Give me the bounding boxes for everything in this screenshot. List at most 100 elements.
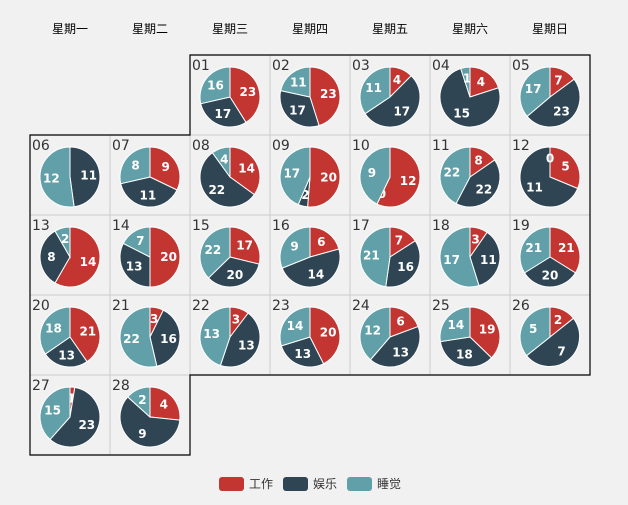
slice-value-label: 4 [160, 398, 168, 412]
pie-slice-sleep[interactable] [279, 306, 311, 347]
pie-slice-play[interactable] [199, 152, 255, 208]
pie-slice-sleep[interactable] [519, 66, 551, 118]
pie-slice-work[interactable] [149, 146, 181, 191]
slice-value-label: 14 [448, 318, 465, 332]
pie-slice-sleep[interactable] [199, 306, 231, 367]
legend-label[interactable]: 睡觉 [377, 477, 401, 491]
pie-slice-work[interactable] [469, 66, 500, 98]
pie-slice-play[interactable] [364, 75, 421, 128]
date-label: 19 [512, 218, 530, 234]
slice-value-label: 1 [463, 72, 471, 86]
pie-slice-sleep[interactable] [199, 66, 231, 105]
slice-value-label: 6 [317, 235, 325, 249]
pie-slice-play[interactable] [119, 242, 151, 288]
pie-slice-play[interactable] [279, 89, 320, 128]
date-label: 11 [432, 138, 450, 154]
pie-slice-work[interactable] [149, 226, 181, 288]
pie-slice-play[interactable] [149, 309, 181, 367]
pie-slice-play[interactable] [49, 386, 101, 448]
pie-slice-work[interactable] [229, 146, 261, 196]
pie-slice-play[interactable] [69, 146, 101, 208]
pie-slice-sleep[interactable] [439, 306, 471, 343]
pie-slice-play[interactable] [385, 240, 421, 288]
pie-slice-play[interactable] [200, 96, 247, 128]
pie-slice-sleep[interactable] [359, 306, 391, 361]
pie-slice-sleep[interactable] [280, 66, 311, 98]
pie-slice-sleep[interactable] [359, 66, 391, 115]
date-label: 28 [112, 378, 130, 394]
pie-slice-play[interactable] [39, 230, 71, 284]
pie-slice-play[interactable] [219, 312, 261, 368]
pie-slice-sleep[interactable] [359, 146, 391, 205]
pie-slice-sleep[interactable] [39, 386, 71, 441]
slice-value-label: 18 [456, 348, 473, 362]
slice-value-label: 4 [393, 73, 401, 87]
slice-value-label: 13 [203, 327, 220, 341]
pie-slice-sleep[interactable] [519, 226, 551, 274]
pie-slice-play[interactable] [519, 146, 579, 208]
slice-value-label: 21 [558, 241, 575, 255]
pie-slice-sleep[interactable] [439, 146, 471, 205]
pie-slice-work[interactable] [309, 66, 341, 127]
pie-slice-play[interactable] [207, 256, 260, 288]
pie-slice-work[interactable] [149, 386, 181, 421]
pie-slice-work[interactable] [376, 146, 421, 208]
pie-slice-work[interactable] [307, 146, 341, 208]
slice-value-label: 13 [126, 260, 143, 274]
pie-slice-work[interactable] [69, 306, 101, 363]
pie-slice-play[interactable] [526, 78, 581, 128]
pie-slice-sleep[interactable] [211, 146, 231, 179]
pie-slice-work[interactable] [309, 306, 341, 365]
date-label: 10 [352, 138, 370, 154]
pie-slice-play[interactable] [523, 256, 577, 288]
slice-value-label: 21 [79, 325, 96, 339]
pie-slice-sleep[interactable] [122, 226, 151, 258]
pie-slice-sleep[interactable] [279, 226, 311, 269]
legend-label[interactable]: 工作 [249, 477, 273, 491]
pie-slice-sleep[interactable] [460, 66, 471, 98]
date-label: 15 [192, 218, 210, 234]
pie-slice-play[interactable] [439, 336, 493, 368]
pie-slice-sleep[interactable] [54, 226, 71, 259]
slice-value-label: 17 [215, 107, 232, 121]
slice-value-label: 23 [553, 105, 570, 119]
legend-swatch-sleep[interactable] [347, 477, 372, 491]
pie-slice-play[interactable] [525, 317, 581, 367]
pie-slice-play[interactable] [281, 248, 341, 288]
legend-label[interactable]: 娱乐 [313, 477, 337, 491]
pie-slice-play[interactable] [120, 176, 178, 208]
legend-swatch-play[interactable] [283, 477, 308, 491]
pie-slice-sleep[interactable] [127, 386, 151, 419]
pie-slice-sleep[interactable] [279, 146, 311, 206]
pie-slice-sleep[interactable] [119, 306, 158, 368]
pie-slice-play[interactable] [455, 159, 501, 208]
pie-slice-play[interactable] [44, 336, 88, 368]
pie-slice-play[interactable] [369, 325, 421, 368]
slice-value-label: 7 [554, 73, 562, 87]
legend-swatch-work[interactable] [219, 477, 244, 491]
pie-slice-sleep[interactable] [199, 226, 231, 279]
date-label: 07 [112, 138, 130, 154]
pie-slice-work[interactable] [229, 226, 261, 265]
date-label: 26 [512, 298, 530, 314]
pie-slice-play[interactable] [469, 231, 501, 287]
pie-slice-play[interactable] [439, 67, 501, 128]
pie-slice-sleep[interactable] [359, 226, 391, 288]
slice-value-label: 11 [526, 180, 543, 194]
pie-slice-sleep[interactable] [39, 306, 71, 355]
pie-slice-sleep[interactable] [39, 146, 75, 208]
pie-slice-sleep[interactable] [119, 146, 151, 185]
slice-value-label: 23 [240, 85, 257, 99]
pie-slice-work[interactable] [54, 226, 101, 288]
slice-value-label: 2 [61, 232, 69, 246]
pie-slice-work[interactable] [309, 226, 340, 258]
month-border [29, 54, 591, 456]
pie-slice-sleep[interactable] [519, 306, 551, 357]
pie-slice-work[interactable] [469, 306, 501, 359]
slice-value-label: 17 [289, 104, 306, 118]
pie-slice-work[interactable] [549, 146, 581, 190]
pie-slice-play[interactable] [280, 336, 325, 368]
pie-slice-sleep[interactable] [439, 226, 480, 288]
slice-value-label: 21 [525, 241, 542, 255]
pie-slice-play[interactable] [119, 396, 181, 448]
